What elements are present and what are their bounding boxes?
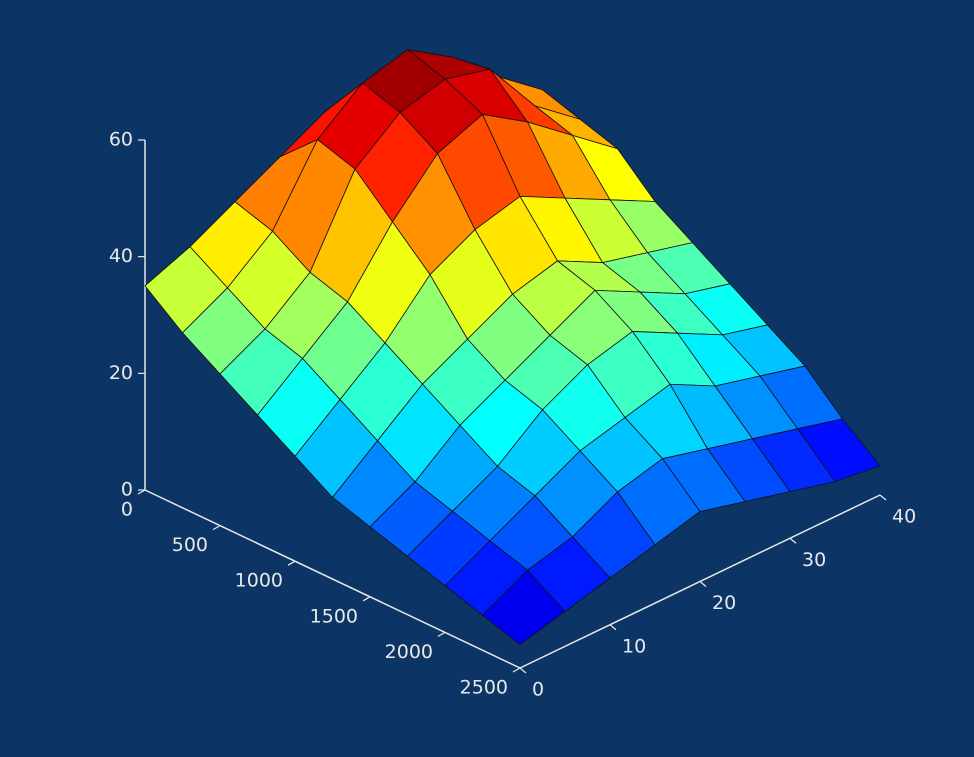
y-tick	[879, 494, 887, 501]
x-tick	[437, 631, 446, 637]
y-tick	[519, 667, 527, 674]
y-tick	[789, 537, 797, 544]
y-tick-label: 20	[712, 592, 736, 614]
x-tick-label: 0	[121, 499, 133, 521]
x-tick-label: 500	[172, 534, 208, 556]
x-axis	[144, 489, 521, 669]
x-tick-label: 2500	[460, 677, 508, 699]
z-tick-label: 40	[109, 245, 133, 267]
x-tick	[287, 560, 296, 566]
y-tick-label: 30	[802, 549, 826, 571]
y-tick-label: 0	[532, 679, 544, 701]
x-tick-label: 1500	[310, 605, 358, 627]
x-tick-label: 2000	[385, 641, 433, 663]
z-tick-label: 60	[109, 129, 133, 151]
y-tick	[699, 581, 707, 587]
x-tick	[137, 489, 146, 495]
y-tick	[609, 624, 617, 631]
y-tick-label: 40	[892, 506, 916, 528]
x-tick	[512, 667, 521, 673]
surface-patch	[482, 569, 566, 646]
x-tick-label: 1000	[235, 570, 283, 592]
x-tick	[362, 596, 371, 602]
x-tick	[212, 525, 221, 531]
y-tick-label: 10	[622, 635, 646, 657]
z-tick-label: 20	[109, 362, 133, 384]
z-tick-label: 0	[121, 479, 133, 501]
